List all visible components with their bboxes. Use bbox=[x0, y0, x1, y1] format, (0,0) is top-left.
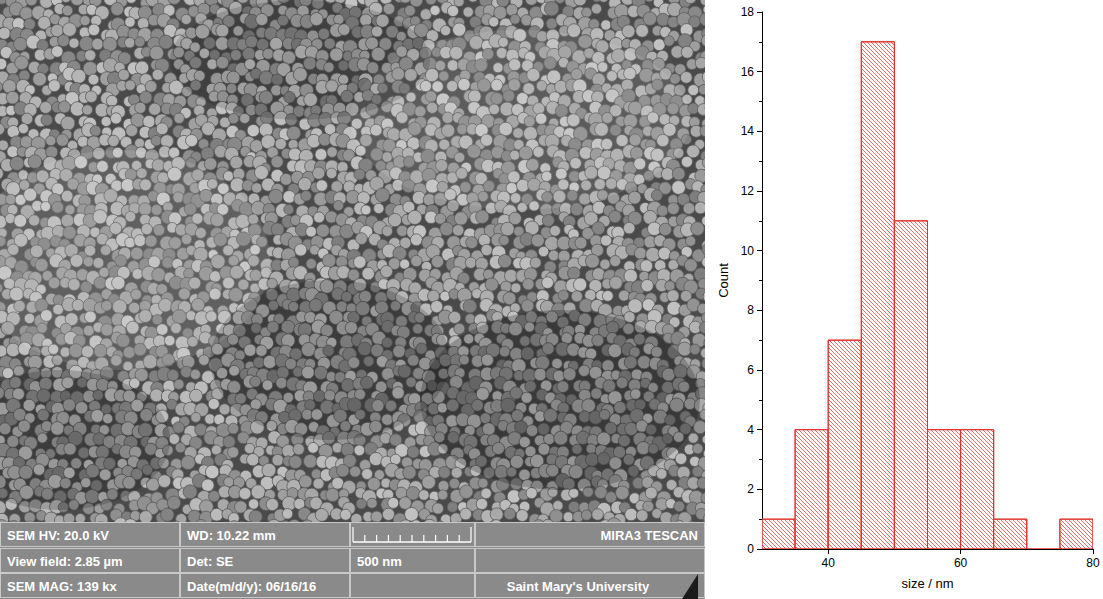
svg-text:Count: Count bbox=[716, 263, 731, 298]
html-text:SEM HV: 20.0 kV: SEM HV: 20.0 kV bbox=[7, 528, 109, 543]
html-text:MIRA3 TESCAN: MIRA3 TESCAN bbox=[600, 528, 698, 543]
svg-text:12: 12 bbox=[741, 184, 755, 198]
svg-text:8: 8 bbox=[747, 303, 754, 317]
svg-text:4: 4 bbox=[747, 423, 754, 437]
svg-text:10: 10 bbox=[741, 244, 755, 258]
svg-text:18: 18 bbox=[741, 5, 755, 19]
html-text:View field: 2.85 µm: View field: 2.85 µm bbox=[7, 554, 123, 569]
svg-text:0: 0 bbox=[747, 542, 754, 556]
svg-text:16: 16 bbox=[741, 65, 755, 79]
html-text:Det: SE: Det: SE bbox=[187, 554, 234, 569]
html-text:Saint Mary's University: Saint Mary's University bbox=[506, 579, 650, 594]
svg-text:6: 6 bbox=[747, 363, 754, 377]
html-text:SEM MAG: 139 kx: SEM MAG: 139 kx bbox=[7, 579, 117, 594]
svg-text:80: 80 bbox=[1086, 556, 1100, 570]
svg-text:40: 40 bbox=[822, 556, 836, 570]
svg-text:size / nm: size / nm bbox=[901, 576, 953, 591]
svg-text:2: 2 bbox=[747, 482, 754, 496]
svg-text:14: 14 bbox=[741, 124, 755, 138]
html-text:Date(m/d/y): 06/16/16: Date(m/d/y): 06/16/16 bbox=[187, 579, 317, 594]
html-text:500 nm: 500 nm bbox=[357, 554, 402, 569]
html-text:WD: 10.22 mm: WD: 10.22 mm bbox=[187, 528, 276, 543]
svg-text:60: 60 bbox=[954, 556, 968, 570]
